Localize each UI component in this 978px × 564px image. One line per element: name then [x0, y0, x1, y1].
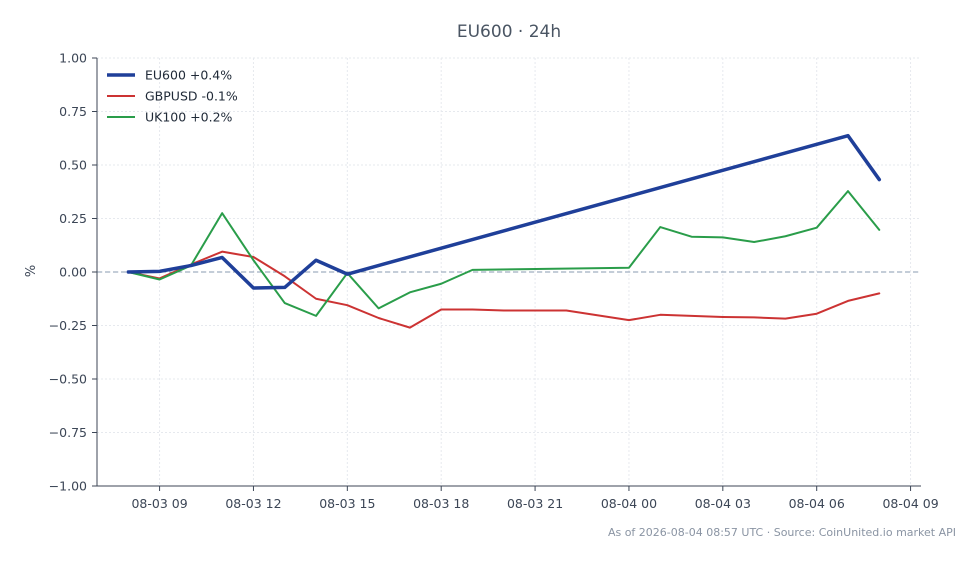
- ticks: 1.00 0.75 0.50 0.25 0.00 −0.25 −0.50 −0.75 −1.00…: [49, 51, 939, 512]
- chart-title: EU600 · 24h: [457, 22, 561, 42]
- y-tick-label: 0.50: [59, 158, 87, 173]
- y-axis-label: %: [24, 265, 39, 277]
- legend-label-1: GBPUSD -0.1%: [145, 89, 238, 104]
- x-tick-label: 08-04 00: [601, 496, 657, 511]
- x-tick-label: 08-03 15: [319, 496, 375, 511]
- series-line-1: [127, 250, 881, 329]
- legend-label-2: UK100 +0.2%: [145, 110, 233, 125]
- legend-label-0: EU600 +0.4%: [145, 68, 232, 83]
- y-tick-label: 0.00: [59, 265, 87, 280]
- y-tick-label: 1.00: [59, 51, 87, 66]
- y-tick-label: −0.50: [49, 372, 87, 387]
- y-tick-label: −0.25: [49, 318, 87, 333]
- y-tick-label: 0.25: [59, 211, 87, 226]
- y-tick-label: 0.75: [59, 104, 87, 119]
- footer-source-note: As of 2026-08-04 08:57 UTC · Source: Coi…: [607, 526, 956, 539]
- series-line-0: [126, 133, 882, 290]
- x-tick-label: 08-03 09: [131, 496, 187, 511]
- series-line-2: [127, 190, 881, 317]
- x-tick-label: 08-03 21: [507, 496, 563, 511]
- x-tick-label: 08-03 18: [413, 496, 469, 511]
- x-tick-label: 08-03 12: [225, 496, 281, 511]
- x-tick-label: 08-04 03: [695, 496, 751, 511]
- x-tick-label: 08-04 09: [882, 496, 938, 511]
- y-tick-label: −1.00: [49, 479, 87, 494]
- x-tick-label: 08-04 06: [789, 496, 845, 511]
- y-tick-label: −0.75: [49, 425, 87, 440]
- series-layer: [126, 133, 882, 329]
- legend: EU600 +0.4% GBPUSD -0.1% UK100 +0.2%: [107, 68, 238, 125]
